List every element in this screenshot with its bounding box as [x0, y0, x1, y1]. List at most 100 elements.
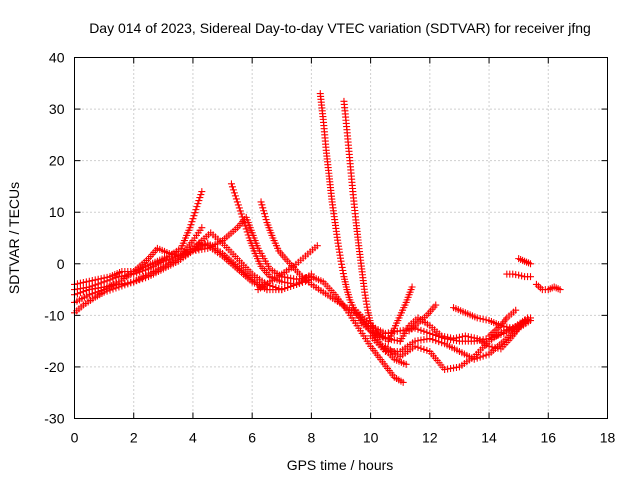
data-point: [476, 315, 484, 323]
data-point: [198, 188, 206, 196]
data-point: [467, 333, 475, 341]
y-tick-label: -10: [44, 307, 64, 323]
data-point: [237, 210, 245, 218]
plot-frame: [74, 57, 608, 419]
data-point: [414, 343, 422, 351]
data-point: [198, 224, 206, 232]
data-point: [455, 333, 463, 341]
x-tick-label: 2: [130, 430, 138, 446]
data-point: [100, 274, 108, 282]
data-point: [263, 286, 271, 294]
series-arc18: [450, 304, 532, 332]
data-point: [296, 279, 304, 287]
x-tick-label: 10: [363, 430, 379, 446]
y-tick-label: 40: [49, 50, 65, 66]
data-point: [556, 286, 564, 294]
data-point: [191, 209, 199, 217]
data-point: [186, 248, 194, 256]
series-arc10: [316, 90, 392, 343]
x-tick-label: 4: [189, 430, 197, 446]
data-point: [79, 278, 87, 286]
y-tick-label: 30: [49, 101, 65, 117]
data-point: [259, 204, 267, 212]
data-point: [238, 213, 246, 221]
data-point: [94, 288, 102, 296]
x-tick-label: 6: [248, 430, 256, 446]
data-point: [420, 327, 428, 335]
x-tick-label: 8: [307, 430, 315, 446]
y-tick-label: 0: [57, 256, 65, 272]
data-point: [242, 225, 250, 233]
data-point: [423, 346, 431, 354]
x-tick-label: 16: [540, 430, 556, 446]
data-point: [262, 216, 270, 224]
data-point: [338, 260, 346, 268]
series-arc09: [254, 242, 321, 294]
data-point: [73, 290, 81, 298]
data-point: [236, 207, 244, 215]
data-point: [275, 285, 283, 293]
data-point: [464, 333, 472, 341]
data-point: [260, 210, 268, 218]
data-point: [97, 275, 105, 283]
data-point: [233, 198, 241, 206]
data-point: [183, 249, 191, 257]
series-arc05: [71, 188, 206, 288]
data-point: [97, 287, 105, 295]
data-point: [79, 288, 87, 296]
data-point: [301, 277, 309, 285]
data-point: [461, 332, 469, 340]
data-point: [339, 266, 347, 274]
data-point: [452, 334, 460, 342]
data-point: [177, 251, 185, 259]
data-point: [227, 180, 235, 188]
data-point: [190, 212, 198, 220]
data-point: [426, 335, 434, 343]
x-tick-label: 0: [71, 430, 79, 446]
data-point: [299, 278, 307, 286]
data-point: [231, 192, 239, 200]
data-point: [240, 219, 248, 227]
data-point: [272, 284, 280, 292]
data-point: [85, 291, 93, 299]
data-point: [512, 306, 520, 314]
data-point: [197, 191, 205, 199]
data-point: [470, 334, 478, 342]
data-point: [482, 316, 490, 324]
data-point: [414, 325, 422, 333]
data-point: [124, 280, 132, 288]
data-point: [447, 334, 455, 342]
data-point: [485, 342, 493, 350]
data-point: [261, 213, 269, 221]
data-point: [76, 289, 84, 297]
data-point: [429, 336, 437, 344]
data-point: [188, 218, 196, 226]
data-point: [476, 353, 484, 361]
data-point: [313, 242, 321, 250]
x-tick-label: 14: [481, 430, 497, 446]
data-point: [408, 283, 416, 291]
data-point: [118, 282, 126, 290]
x-tick-label: 18: [600, 430, 616, 446]
series-arc07: [227, 180, 315, 288]
series-arc11: [340, 97, 404, 345]
data-point: [88, 277, 96, 285]
data-point: [260, 207, 268, 215]
data-point: [488, 343, 496, 351]
data-point: [438, 332, 446, 340]
data-point: [479, 352, 487, 360]
data-point: [82, 278, 90, 286]
data-point: [229, 186, 237, 194]
data-point: [189, 215, 197, 223]
data-point: [293, 280, 301, 288]
data-point: [518, 272, 526, 280]
data-point: [180, 250, 188, 258]
data-point: [458, 333, 466, 341]
y-tick-label: 20: [49, 153, 65, 169]
data-point: [435, 338, 443, 346]
data-point: [441, 333, 449, 341]
data-point: [174, 252, 182, 260]
